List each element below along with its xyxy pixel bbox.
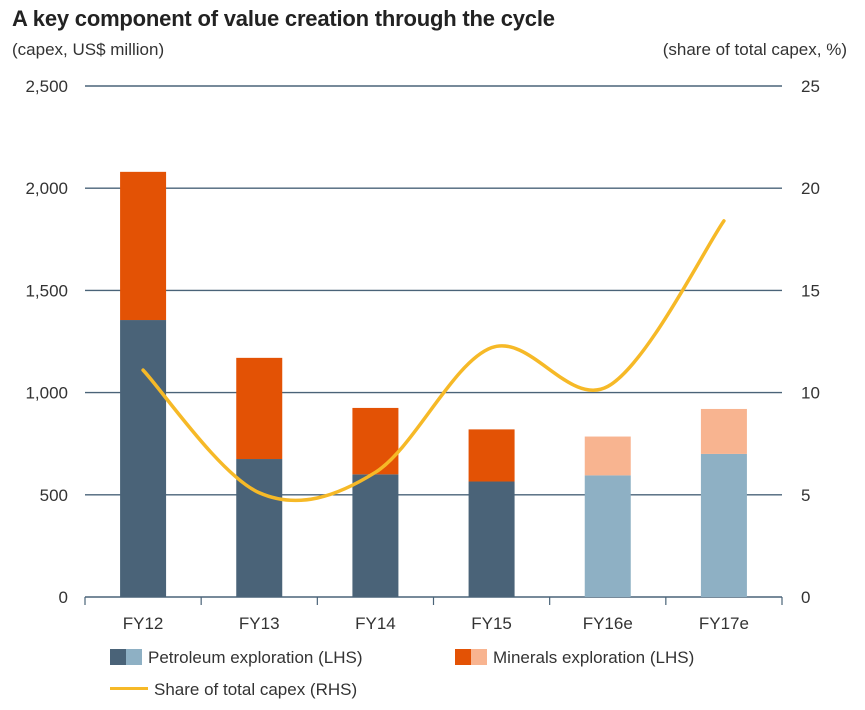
legend-label-minerals: Minerals exploration (LHS) xyxy=(493,648,695,667)
legend-swatch-minerals-actual xyxy=(455,649,471,665)
left-tick-label: 2,500 xyxy=(25,77,68,96)
right-tick-label: 20 xyxy=(801,179,820,198)
category-label: FY17e xyxy=(699,614,749,633)
category-axis: FY12 FY13 FY14 FY15 FY16e FY17e xyxy=(84,597,783,633)
legend-item-share: Share of total capex (RHS) xyxy=(110,680,357,700)
bar-petroleum xyxy=(584,475,631,597)
gridlines xyxy=(85,85,782,598)
bar-minerals xyxy=(700,408,747,454)
right-tick-label: 10 xyxy=(801,384,820,403)
legend-item-petroleum: Petroleum exploration (LHS) xyxy=(110,648,362,668)
legend-label-petroleum: Petroleum exploration (LHS) xyxy=(148,648,363,667)
bar-minerals xyxy=(236,357,283,460)
legend-swatch-petroleum-estimate xyxy=(126,649,142,665)
bar-petroleum xyxy=(120,320,167,597)
share-line xyxy=(141,219,726,503)
left-axis-ticks: 0 500 1,000 1,500 2,000 2,500 xyxy=(25,77,68,607)
bar-petroleum xyxy=(236,459,283,597)
bar-minerals xyxy=(352,407,399,475)
legend-swatch-share-line xyxy=(110,687,148,690)
bar-minerals xyxy=(468,429,515,482)
category-label: FY16e xyxy=(583,614,633,633)
bars xyxy=(120,171,747,597)
left-tick-label: 1,000 xyxy=(25,384,68,403)
right-axis-unit-label: (share of total capex, %) xyxy=(662,40,847,59)
bar-petroleum xyxy=(468,481,515,597)
bar-petroleum xyxy=(700,453,747,597)
right-tick-label: 5 xyxy=(801,486,810,505)
legend-swatch-minerals-estimate xyxy=(471,649,487,665)
right-tick-label: 15 xyxy=(801,281,820,300)
category-label: FY12 xyxy=(123,614,164,633)
legend-swatch-petroleum-actual xyxy=(110,649,126,665)
bar-minerals xyxy=(120,171,167,321)
bar-minerals xyxy=(584,436,631,476)
right-tick-label: 0 xyxy=(801,588,810,607)
category-label: FY14 xyxy=(355,614,396,633)
chart-title: A key component of value creation throug… xyxy=(12,6,555,31)
bar-petroleum xyxy=(352,474,399,597)
right-axis-ticks: 0 5 10 15 20 25 xyxy=(801,77,820,607)
legend-item-minerals: Minerals exploration (LHS) xyxy=(455,648,694,668)
left-tick-label: 0 xyxy=(59,588,68,607)
left-tick-label: 1,500 xyxy=(25,281,68,300)
legend-label-share: Share of total capex (RHS) xyxy=(154,680,358,699)
share-line-layer xyxy=(141,219,726,503)
category-label: FY15 xyxy=(471,614,512,633)
category-label: FY13 xyxy=(239,614,280,633)
left-tick-label: 2,000 xyxy=(25,179,68,198)
left-tick-label: 500 xyxy=(40,486,68,505)
right-tick-label: 25 xyxy=(801,77,820,96)
left-axis-unit-label: (capex, US$ million) xyxy=(12,40,165,59)
